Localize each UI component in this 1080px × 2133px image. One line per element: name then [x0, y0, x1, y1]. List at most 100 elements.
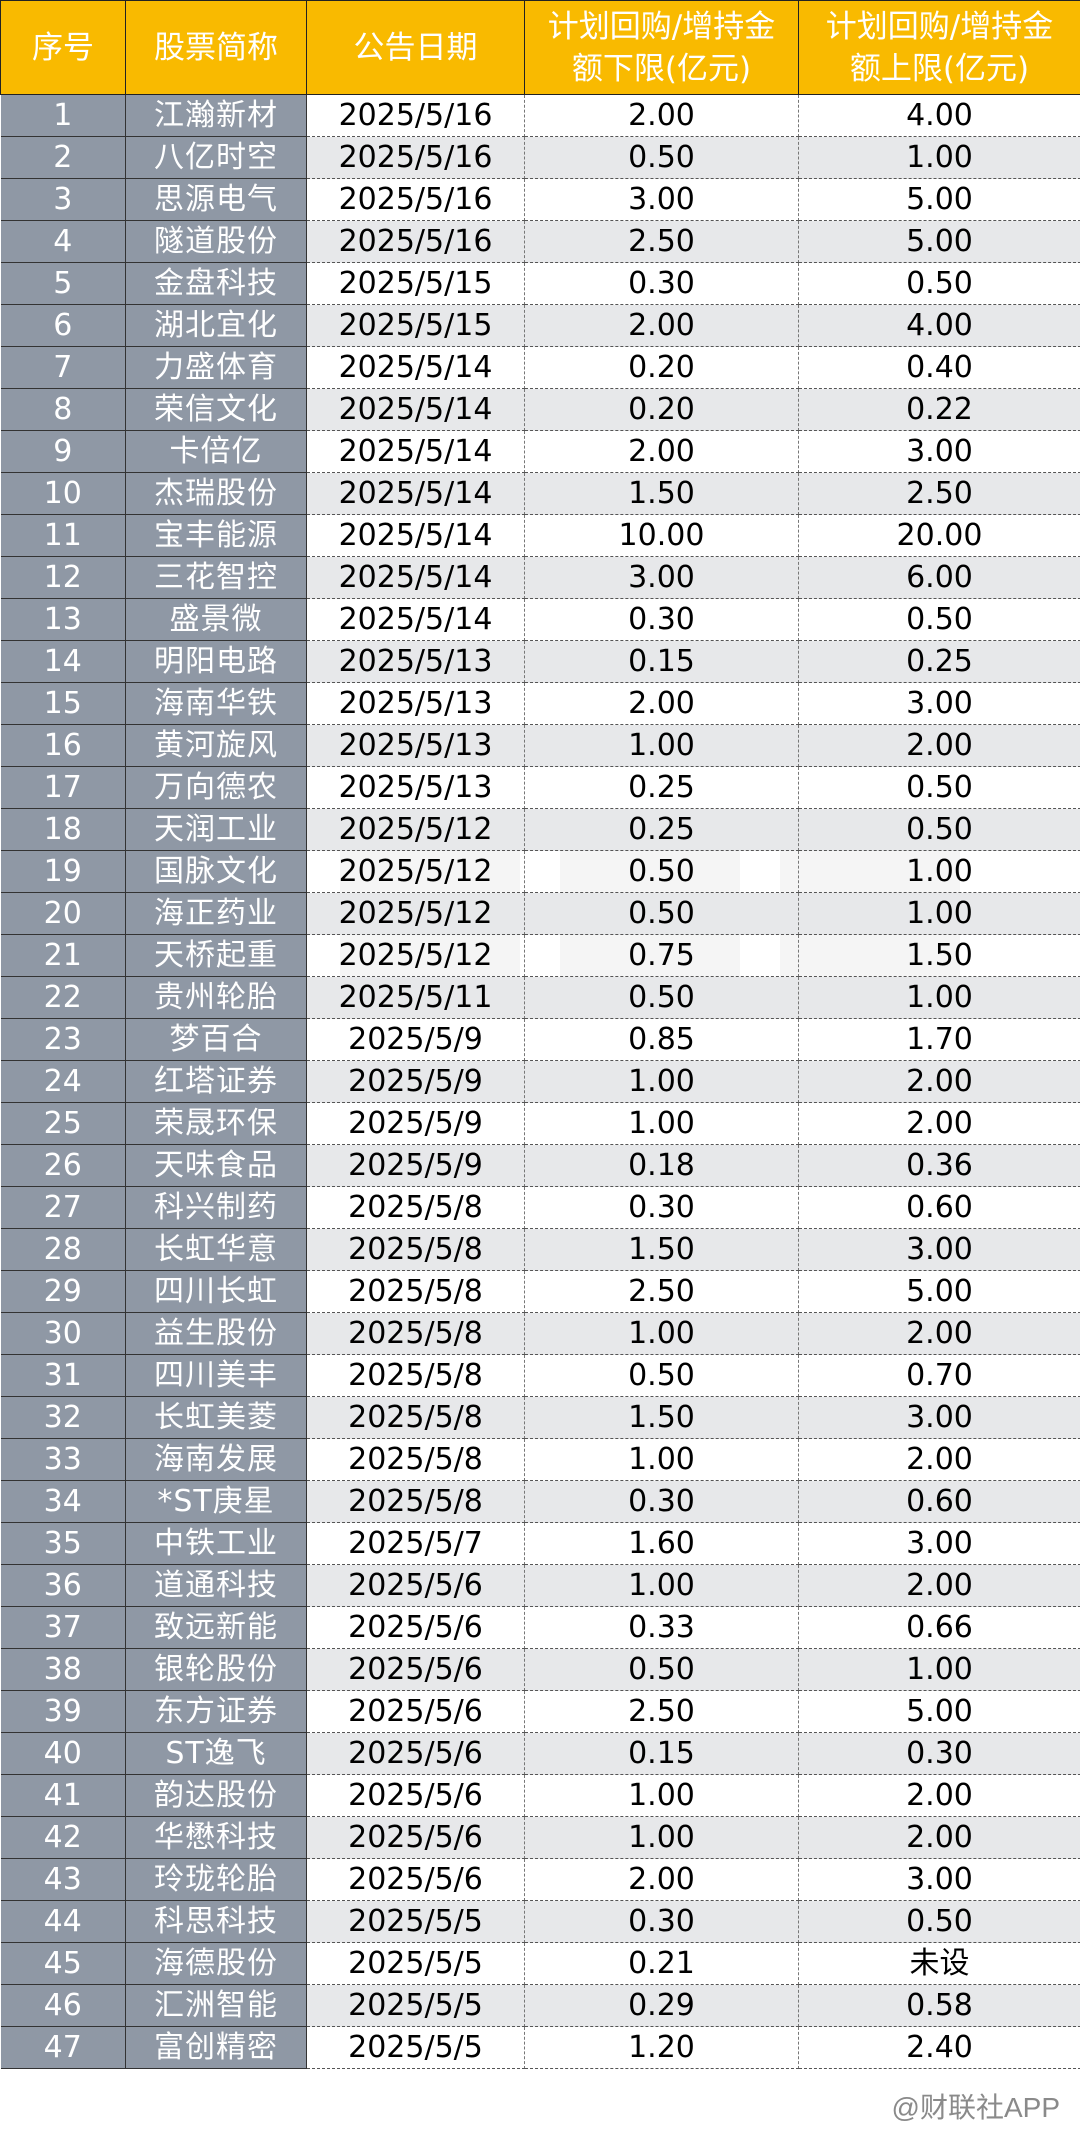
cell-amount-max: 1.00 [798, 1648, 1080, 1691]
cell-amount-max: 3.00 [798, 1228, 1080, 1271]
cell-amount-max: 2.00 [798, 1312, 1080, 1355]
table-row: 23 梦百合 2025/5/9 0.85 1.70 [0, 1018, 1080, 1061]
table-row: 3 思源电气 2025/5/16 3.00 5.00 [0, 178, 1080, 221]
cell-stock-name: 三花智控 [125, 556, 307, 599]
cell-date: 2025/5/11 [306, 976, 525, 1019]
cell-date: 2025/5/8 [306, 1438, 525, 1481]
cell-stock-name: 天桥起重 [125, 934, 307, 977]
cell-index: 27 [0, 1186, 126, 1229]
cell-amount-min: 0.33 [524, 1606, 799, 1649]
cell-amount-max: 20.00 [798, 514, 1080, 557]
cell-date: 2025/5/14 [306, 388, 525, 431]
cell-stock-name: 益生股份 [125, 1312, 307, 1355]
cell-amount-max: 2.00 [798, 1564, 1080, 1607]
cell-amount-max: 2.00 [798, 1816, 1080, 1859]
table-row: 19 国脉文化 2025/5/12 0.50 1.00 [0, 850, 1080, 893]
cell-amount-min: 1.20 [524, 2026, 799, 2069]
table-row: 14 明阳电路 2025/5/13 0.15 0.25 [0, 640, 1080, 683]
cell-amount-max: 0.22 [798, 388, 1080, 431]
table-row: 28 长虹华意 2025/5/8 1.50 3.00 [0, 1228, 1080, 1271]
table-row: 10 杰瑞股份 2025/5/14 1.50 2.50 [0, 472, 1080, 515]
cell-date: 2025/5/12 [306, 892, 525, 935]
cell-index: 28 [0, 1228, 126, 1271]
table-row: 45 海德股份 2025/5/5 0.21 未设 [0, 1942, 1080, 1985]
cell-amount-min: 2.50 [524, 220, 799, 263]
cell-amount-max: 未设 [798, 1942, 1080, 1985]
table-row: 24 红塔证券 2025/5/9 1.00 2.00 [0, 1060, 1080, 1103]
cell-stock-name: 科思科技 [125, 1900, 307, 1943]
cell-date: 2025/5/6 [306, 1774, 525, 1817]
cell-date: 2025/5/5 [306, 1900, 525, 1943]
cell-date: 2025/5/13 [306, 724, 525, 767]
cell-amount-max: 0.50 [798, 598, 1080, 641]
cell-stock-name: 力盛体育 [125, 346, 307, 389]
table-row: 47 富创精密 2025/5/5 1.20 2.40 [0, 2026, 1080, 2069]
cell-stock-name: 国脉文化 [125, 850, 307, 893]
cell-index: 17 [0, 766, 126, 809]
weibo-watermark: @财联社APP [891, 2092, 1060, 2123]
cell-index: 35 [0, 1522, 126, 1565]
cell-index: 31 [0, 1354, 126, 1397]
cell-stock-name: 天味食品 [125, 1144, 307, 1187]
cell-index: 1 [0, 94, 126, 137]
cell-index: 12 [0, 556, 126, 599]
cell-date: 2025/5/15 [306, 262, 525, 305]
cell-amount-max: 0.66 [798, 1606, 1080, 1649]
cell-amount-max: 0.40 [798, 346, 1080, 389]
cell-date: 2025/5/8 [306, 1312, 525, 1355]
cell-amount-min: 1.00 [524, 1312, 799, 1355]
cell-stock-name: 四川长虹 [125, 1270, 307, 1313]
cell-amount-max: 1.00 [798, 892, 1080, 935]
cell-date: 2025/5/6 [306, 1732, 525, 1775]
cell-stock-name: 荣信文化 [125, 388, 307, 431]
cell-date: 2025/5/6 [306, 1816, 525, 1859]
cell-amount-max: 0.25 [798, 640, 1080, 683]
cell-amount-min: 0.30 [524, 262, 799, 305]
cell-index: 15 [0, 682, 126, 725]
header-amount-max: 计划回购/增持金额上限(亿元) [798, 0, 1080, 95]
cell-amount-max: 1.00 [798, 976, 1080, 1019]
header-row: 序号 股票简称 公告日期 计划回购/增持金额下限(亿元) 计划回购/增持金额上限… [0, 0, 1080, 95]
cell-amount-max: 1.70 [798, 1018, 1080, 1061]
cell-amount-min: 0.21 [524, 1942, 799, 1985]
table-row: 18 天润工业 2025/5/12 0.25 0.50 [0, 808, 1080, 851]
cell-stock-name: 韵达股份 [125, 1774, 307, 1817]
cell-amount-min: 2.00 [524, 430, 799, 473]
cell-date: 2025/5/8 [306, 1396, 525, 1439]
cell-amount-min: 10.00 [524, 514, 799, 557]
cell-date: 2025/5/6 [306, 1606, 525, 1649]
cell-date: 2025/5/9 [306, 1102, 525, 1145]
cell-stock-name: ST逸飞 [125, 1732, 307, 1775]
cell-stock-name: 盛景微 [125, 598, 307, 641]
cell-index: 19 [0, 850, 126, 893]
cell-amount-min: 1.00 [524, 1774, 799, 1817]
cell-date: 2025/5/12 [306, 850, 525, 893]
cell-stock-name: 宝丰能源 [125, 514, 307, 557]
cell-stock-name: 海正药业 [125, 892, 307, 935]
cell-stock-name: 梦百合 [125, 1018, 307, 1061]
cell-stock-name: 隧道股份 [125, 220, 307, 263]
cell-amount-max: 0.58 [798, 1984, 1080, 2027]
table-row: 21 天桥起重 2025/5/12 0.75 1.50 [0, 934, 1080, 977]
cell-amount-min: 0.50 [524, 892, 799, 935]
cell-amount-max: 1.50 [798, 934, 1080, 977]
cell-date: 2025/5/8 [306, 1186, 525, 1229]
table-row: 15 海南华铁 2025/5/13 2.00 3.00 [0, 682, 1080, 725]
cell-amount-min: 0.20 [524, 346, 799, 389]
cell-date: 2025/5/6 [306, 1858, 525, 1901]
header-stock-name: 股票简称 [125, 0, 307, 95]
cell-amount-min: 2.00 [524, 304, 799, 347]
cell-amount-min: 1.00 [524, 724, 799, 767]
cell-amount-min: 1.00 [524, 1816, 799, 1859]
table-row: 26 天味食品 2025/5/9 0.18 0.36 [0, 1144, 1080, 1187]
cell-index: 24 [0, 1060, 126, 1103]
table-row: 2 八亿时空 2025/5/16 0.50 1.00 [0, 136, 1080, 179]
cell-amount-min: 2.50 [524, 1690, 799, 1733]
cell-index: 40 [0, 1732, 126, 1775]
cell-index: 41 [0, 1774, 126, 1817]
cell-date: 2025/5/5 [306, 1984, 525, 2027]
cell-amount-max: 3.00 [798, 1858, 1080, 1901]
table-row: 33 海南发展 2025/5/8 1.00 2.00 [0, 1438, 1080, 1481]
cell-amount-min: 1.00 [524, 1438, 799, 1481]
cell-stock-name: 四川美丰 [125, 1354, 307, 1397]
